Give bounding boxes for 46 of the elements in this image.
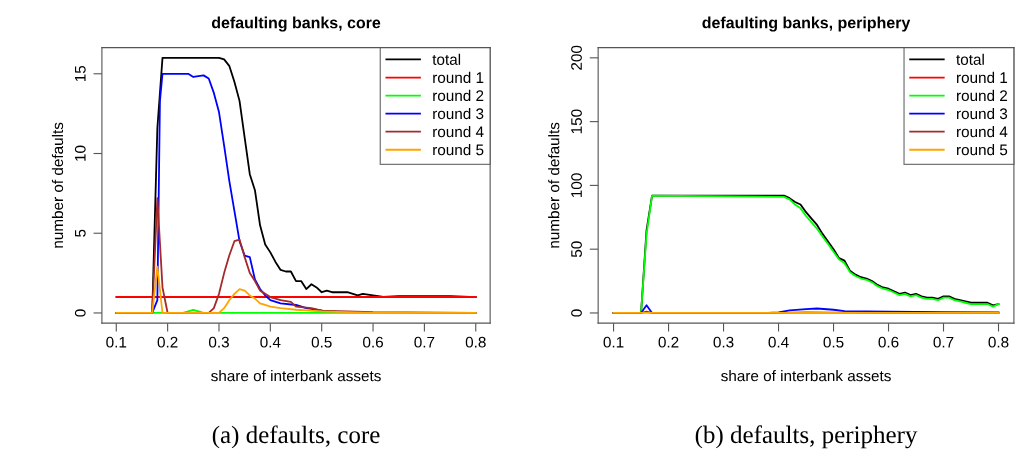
y-axis-title: number of defaults — [51, 122, 64, 248]
y-tick-label: 5 — [75, 229, 86, 237]
x-tick-label: 0.2 — [157, 336, 178, 348]
chart-title: defaulting banks, core — [211, 16, 381, 32]
y-tick-label: 0 — [571, 309, 582, 317]
x-tick-label: 0.6 — [363, 336, 383, 348]
legend-label: round 3 — [957, 107, 1008, 120]
y-tick-label: 10 — [74, 145, 86, 161]
x-tick-label: 0.6 — [878, 336, 899, 348]
line-series — [115, 265, 477, 314]
chart-title: defaulting banks, periphery — [702, 16, 911, 32]
y-tick-label: 100 — [571, 173, 582, 197]
y-tick-label: 150 — [571, 109, 582, 134]
x-tick-label: 0.7 — [933, 336, 954, 348]
legend-label: total — [956, 53, 984, 65]
legend-label: round 2 — [957, 89, 1008, 102]
y-tick-label: 0 — [74, 309, 86, 317]
x-tick-label: 0.7 — [414, 336, 435, 348]
legend-label: round 5 — [433, 144, 484, 156]
legend-label: round 3 — [433, 107, 484, 120]
x-axis-title: share of interbank assets — [721, 370, 891, 382]
legend-label: round 1 — [957, 71, 1008, 84]
legend-label: round 4 — [957, 125, 1008, 138]
x-tick-label: 0.8 — [465, 336, 486, 348]
text: (b) defaults, periphery — [695, 425, 918, 449]
x-tick-label: 0.1 — [106, 336, 127, 348]
x-tick-label: 0.1 — [603, 336, 624, 348]
x-tick-label: 0.5 — [823, 336, 844, 348]
x-tick-label: 0.8 — [988, 336, 1009, 348]
x-axis-title: share of interbank assets — [211, 370, 381, 382]
x-tick-label: 0.4 — [260, 336, 281, 348]
x-tick-label: 0.2 — [658, 336, 679, 348]
legend-label: round 2 — [433, 89, 484, 102]
y-tick-label: 200 — [571, 45, 582, 70]
legend-label: round 4 — [433, 125, 484, 138]
x-tick-label: 0.3 — [208, 336, 229, 348]
x-tick-label: 0.4 — [768, 336, 789, 348]
y-tick-label: 50 — [571, 241, 582, 258]
y-axis-title: number of defaults — [548, 122, 560, 248]
x-tick-label: 0.3 — [713, 336, 734, 348]
y-tick-label: 15 — [75, 65, 86, 82]
legend-label: round 5 — [957, 144, 1008, 156]
x-tick-label: 0.5 — [311, 336, 332, 348]
legend-label: total — [432, 53, 461, 65]
legend-label: round 1 — [433, 71, 484, 84]
text: (a) defaults, core — [212, 425, 380, 449]
